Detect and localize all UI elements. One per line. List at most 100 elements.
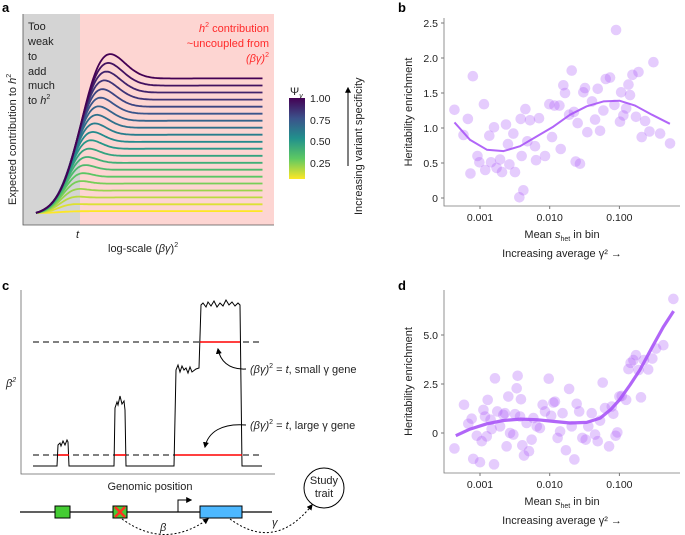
psi-curve (35, 180, 263, 214)
y-axis-label-c: β2 (5, 377, 16, 390)
panel-label-b: b (398, 0, 406, 15)
data-point (609, 99, 620, 111)
specificity-label: Increasing variant specificity (353, 77, 365, 215)
axes-a (22, 14, 274, 226)
fit-curve (455, 310, 675, 438)
data-point (474, 456, 486, 468)
data-point (498, 409, 509, 421)
data-point (654, 128, 666, 139)
weak-note: Too weak to add much to h2 (27, 21, 55, 107)
data-point (554, 100, 565, 111)
data-point (574, 158, 586, 169)
data-point (544, 98, 555, 110)
data-point (499, 407, 511, 419)
data-point (549, 100, 560, 111)
small-gamma-arrow (215, 347, 247, 370)
data-point (479, 411, 491, 422)
data-point (559, 87, 571, 99)
data-point (636, 131, 648, 143)
panel-d: d 0 2.5 5.0 0.001 0.010 0.100 Heritability enr… (398, 278, 680, 527)
psi-curve (35, 53, 263, 214)
data-point (570, 156, 581, 167)
data-point (555, 143, 567, 155)
data-point (600, 73, 612, 85)
x-tick-label: 0.010 (537, 212, 563, 224)
data-point (543, 373, 555, 385)
data-point (481, 431, 493, 442)
data-point (623, 79, 634, 90)
data-point (529, 140, 541, 152)
data-point (644, 126, 655, 137)
psi-curves (35, 53, 263, 214)
data-point (569, 454, 580, 465)
data-point (485, 157, 497, 168)
data-point (494, 421, 506, 432)
colorbar: Ψv 1.00 0.75 0.50 0.25 (289, 86, 331, 179)
data-point (509, 408, 521, 420)
data-point (518, 185, 529, 196)
panel-c: c β2 (βγ)2 = t, small γ gene (βγ)2 = t, … (2, 278, 357, 535)
axes-c (20, 290, 275, 475)
data-point (496, 166, 508, 178)
data-point (509, 166, 521, 178)
data-point (648, 56, 659, 68)
data-point (615, 87, 627, 98)
threshold-crossings (58, 341, 242, 456)
svg-text:0.75: 0.75 (310, 115, 331, 127)
data-point (479, 164, 491, 176)
svg-text:0.25: 0.25 (310, 158, 331, 170)
data-point (482, 394, 494, 406)
data-point (491, 406, 503, 417)
data-point (489, 373, 501, 384)
data-point (534, 422, 546, 434)
data-point (504, 427, 516, 439)
beta-squared-trace (33, 298, 262, 467)
y-axis-label: Heritability enrichment (403, 58, 415, 167)
y-tick-label: 5.0 (423, 330, 438, 342)
y-tick-label: 1.0 (423, 123, 438, 135)
data-point (515, 393, 527, 405)
data-point (598, 105, 609, 116)
panel-a: a Too weak to add much to h2 h2 contribu… (2, 0, 365, 255)
gene-box (199, 505, 243, 519)
data-point (463, 418, 474, 430)
data-point (537, 399, 548, 411)
data-point (597, 377, 609, 388)
data-point (668, 293, 679, 305)
small-gamma-annotation: (βγ)2 = t, small γ gene (250, 363, 357, 376)
data-point (512, 370, 523, 382)
data-point (530, 154, 542, 166)
data-point (618, 110, 629, 121)
data-point (572, 117, 583, 129)
data-point (488, 459, 500, 470)
data-point (533, 112, 545, 124)
data-point (592, 435, 604, 447)
svg-text:to: to (28, 51, 37, 63)
data-point (620, 394, 632, 406)
svg-text:1.00: 1.00 (310, 93, 331, 105)
data-point (488, 122, 500, 133)
data-point (630, 349, 642, 361)
t-tick: t (76, 229, 80, 241)
study-trait-circle (303, 467, 345, 509)
y-tick-label: 2.5 (423, 18, 438, 30)
data-point (474, 157, 485, 168)
scatter-d: 0 2.5 5.0 0.001 0.010 0.100 Heritability enric… (403, 290, 680, 527)
data-point (467, 453, 479, 465)
data-point (635, 392, 647, 403)
data-point (515, 113, 527, 125)
data-point (511, 383, 522, 394)
x-axis-sublabel: Increasing average γ² → (502, 248, 622, 260)
data-point (658, 339, 669, 351)
data-point (531, 421, 543, 432)
psi-curve (35, 203, 263, 214)
x-tick-label: 0.100 (606, 212, 632, 224)
data-point (571, 398, 583, 410)
scatter-b: 0 0.5 1.0 1.5 2.0 2.5 0.001 0.010 0.100 Heritabil… (403, 18, 680, 260)
psi-curve (35, 188, 263, 214)
data-point (500, 119, 512, 130)
y-tick-label: 2.0 (423, 53, 438, 65)
data-point (589, 429, 601, 440)
data-point (594, 125, 606, 137)
gamma-label: γ (272, 517, 279, 529)
